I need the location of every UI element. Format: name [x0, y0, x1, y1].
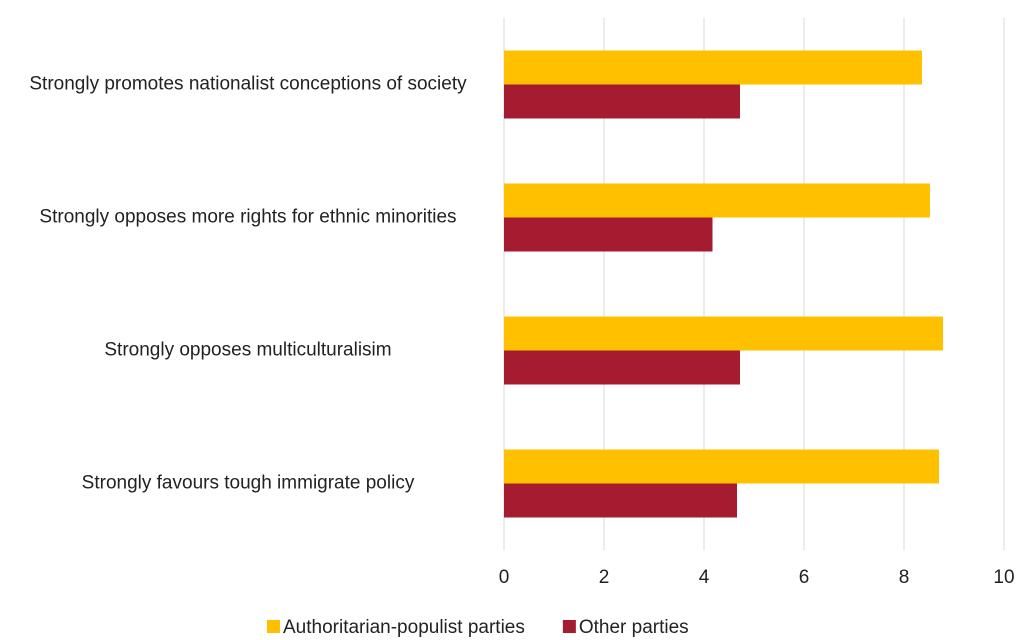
- bar: [504, 50, 922, 85]
- legend-swatch: [267, 620, 280, 633]
- bar: [504, 483, 737, 518]
- x-tick-label: 8: [899, 567, 910, 588]
- category-label: Strongly opposes more rights for ethnic …: [39, 207, 456, 228]
- category-label: Strongly opposes multiculturalisim: [104, 340, 391, 361]
- bar: [504, 84, 740, 119]
- legend-label: Other parties: [579, 617, 689, 638]
- legend-label: Authoritarian-populist parties: [283, 617, 525, 638]
- bar: [504, 217, 713, 252]
- bar: [504, 350, 740, 385]
- x-tick-label: 10: [993, 567, 1014, 588]
- bar: [504, 316, 943, 351]
- bar: [504, 183, 930, 218]
- x-tick-label: 4: [699, 567, 710, 588]
- category-label: Strongly favours tough immigrate policy: [82, 473, 415, 494]
- x-tick-label: 0: [499, 567, 510, 588]
- category-label: Strongly promotes nationalist conception…: [29, 74, 467, 95]
- x-tick-label: 2: [599, 567, 610, 588]
- legend-swatch: [562, 620, 576, 633]
- bar: [504, 449, 939, 484]
- x-tick-label: 6: [799, 567, 810, 588]
